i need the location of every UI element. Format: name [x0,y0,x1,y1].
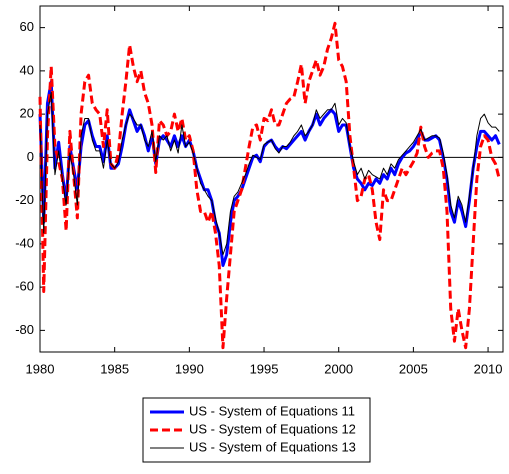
series-line [38,21,501,350]
legend-label: US - System of Equations 11 [189,403,355,418]
x-tick-label: 2000 [324,361,353,376]
y-tick-label: -20 [15,192,34,207]
x-tick-label: 2010 [474,361,503,376]
y-tick-label: 60 [20,19,34,34]
series-line [39,92,500,256]
x-tick-label: 1980 [26,361,55,376]
y-tick-label: -80 [15,322,34,337]
plot-frame [39,5,504,353]
y-tick-label: -40 [15,235,34,250]
y-tick-label: 0 [27,149,34,164]
x-tick-label: 2005 [399,361,428,376]
x-tick-label: 1985 [100,361,129,376]
legend-label: US - System of Equations 13 [189,439,356,454]
x-tick-label: 1990 [175,361,204,376]
x-tick-label: 1995 [250,361,279,376]
y-tick-label: -60 [15,279,34,294]
y-tick-label: 40 [20,62,34,77]
legend-label: US - System of Equations 12 [189,421,356,436]
y-tick-label: 20 [20,106,34,121]
